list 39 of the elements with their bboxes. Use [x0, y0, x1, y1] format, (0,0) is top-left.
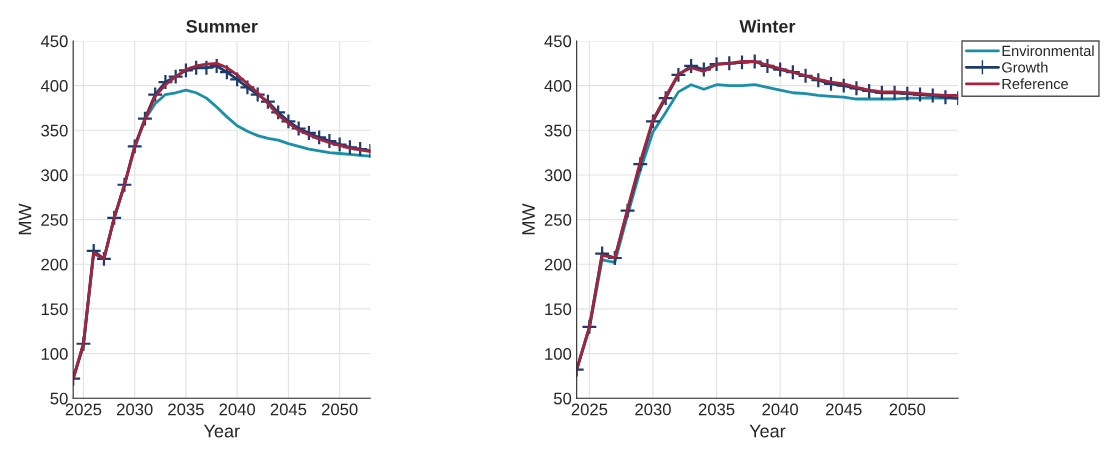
x-tick-label: 2040	[762, 403, 799, 416]
x-tick-label: 2025	[571, 403, 608, 416]
y-tick-label: 200	[544, 258, 572, 271]
y-tick-label: 450	[544, 35, 572, 48]
y-tick-label: 100	[41, 347, 68, 360]
x-tick-label: 2050	[321, 403, 358, 416]
y-tick-label: 50	[553, 392, 572, 405]
x-tick-label: 2045	[826, 403, 862, 416]
y-tick-label: 150	[545, 303, 572, 316]
y-tick-label: 300	[41, 169, 68, 182]
x-tick-label: 2025	[65, 403, 102, 416]
y-tick-label: 300	[544, 169, 572, 182]
y-axis-title: MW	[18, 203, 32, 235]
x-tick-label: 2035	[168, 403, 204, 416]
y-tick-label: 450	[40, 35, 68, 48]
legend-label: Growth	[1002, 61, 1048, 73]
y-tick-label: 350	[41, 124, 68, 137]
y-tick-label: 250	[544, 214, 572, 226]
chart-title: Winter	[739, 19, 796, 33]
x-tick-label: 2030	[635, 403, 671, 416]
y-tick-label: 50	[50, 392, 68, 405]
y-tick-label: 200	[41, 258, 68, 271]
y-tick-label: 350	[544, 124, 572, 137]
x-tick-label: 2045	[270, 403, 307, 416]
y-tick-label: 250	[41, 214, 68, 226]
y-tick-label: 400	[40, 80, 68, 92]
chart-title: Summer	[186, 20, 258, 33]
x-tick-label: 2040	[219, 403, 256, 416]
x-axis-title: Year	[203, 424, 240, 438]
y-tick-label: 150	[41, 303, 68, 316]
x-tick-label: 2050	[889, 403, 926, 416]
y-tick-label: 100	[545, 347, 572, 360]
x-tick-label: 2030	[116, 403, 153, 416]
x-axis-title: Year	[749, 424, 786, 438]
legend-label: Environmental	[1002, 45, 1094, 57]
y-axis-title: MW	[522, 203, 535, 235]
y-tick-label: 400	[544, 80, 572, 92]
legend-label: Reference	[1002, 78, 1068, 90]
x-tick-label: 2035	[698, 403, 735, 416]
